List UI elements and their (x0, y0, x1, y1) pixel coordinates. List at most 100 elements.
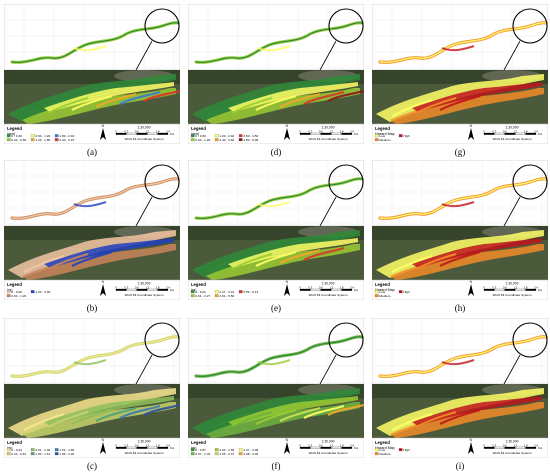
legend-swatch (398, 134, 403, 138)
crs-label: WGS 84 Coordinate System (309, 451, 348, 455)
zoom-circle (144, 322, 180, 358)
legend-item-label: 1.51 - 1.86 (59, 448, 74, 452)
scale-bar-segment (157, 132, 169, 135)
scale-bar-segment (341, 446, 353, 449)
scale-bar-segment (525, 288, 537, 291)
north-arrow-icon (284, 128, 290, 140)
scale-tick-label: 1.8 (156, 443, 160, 447)
legend-swatch (6, 448, 11, 452)
legend-item-label: 0.60 - 1.20 (11, 294, 26, 298)
map-panel: Legend (m) 0 - 0.57 0.57 - 1.04 1.04 - 1.55 1… (188, 318, 364, 458)
north-arrow-icon (468, 128, 474, 140)
legend-item-label: Low (379, 134, 385, 138)
legend-item-label: 0.61 - 1.00 (35, 448, 50, 452)
scale-tick-label: 1.8 (340, 443, 344, 447)
flood-class-streak (207, 98, 249, 117)
flood-class-streak (255, 250, 297, 267)
flood-class-streak (143, 403, 180, 416)
legend-swatch (6, 452, 11, 456)
scale-ratio: 1:30,000 (138, 282, 151, 286)
legend-item-label: 3.08 - 4.03 (243, 452, 258, 456)
legend-swatch (374, 134, 379, 138)
map-svg: Legend(m) 0 - 0.600.60 - 1.20 1.20 - 3.30 N… (4, 160, 180, 300)
map-panel: Legend Hazard Map Low Medium High N 1:30,000 0 0… (372, 318, 548, 458)
zoom-leader-line (319, 40, 337, 71)
scale-unit: Km (170, 132, 175, 136)
legend-unit: (m/s) (191, 132, 199, 136)
river-branch (441, 45, 475, 52)
north-label: N (286, 438, 289, 442)
legend-swatch (374, 138, 379, 142)
legend-unit: (m/s) (7, 132, 15, 136)
legend-item-label: 0 - 0.61 (195, 290, 206, 294)
legend-item-label: 0.60 - 1.20 (195, 138, 210, 142)
zoom-circle (144, 8, 180, 44)
scale-tick-label: 2.4 (166, 285, 170, 289)
river-branch (257, 45, 291, 52)
scale-tick-label: 1.8 (156, 129, 160, 133)
river-branch (73, 201, 107, 208)
flood-class-streak (119, 404, 161, 419)
scale-tick-label: 0.6 (503, 285, 507, 289)
scale-tick-label: 1.2 (513, 443, 517, 447)
river-branch (257, 201, 291, 208)
scale-tick-label: 0.6 (135, 285, 139, 289)
scale-ratio: 1:30,000 (322, 126, 335, 130)
scale-tick-label: 0 (115, 129, 117, 133)
scale-tick-label: 1.8 (524, 443, 528, 447)
legend-item-label: 1.80 - 2.40 (59, 134, 74, 138)
panel-caption: (f) (271, 461, 281, 471)
flood-class-streak (231, 410, 273, 428)
map-svg: Legend(m) 0 - 0.240.24 - 0.610.61 - 1.001… (4, 318, 180, 458)
flood-class-streak (95, 92, 137, 108)
zoom-leader-line (503, 40, 521, 71)
scale-tick-label: 0.6 (503, 443, 507, 447)
legend-item-label: High (403, 448, 410, 452)
flood-class-streak (23, 98, 65, 117)
flood-class-streak (279, 248, 321, 264)
legend-item-label: 1.55 - 2.37 (219, 452, 234, 456)
scale-tick-label: 0.3 (493, 285, 497, 289)
legend-item-label: 0 - 0.24 (11, 448, 22, 452)
scale-unit: Km (354, 132, 359, 136)
panel-caption: (c) (87, 461, 97, 471)
flood-class-streak (439, 408, 481, 425)
scale-ratio: 1:30,000 (138, 126, 151, 130)
north-label: N (102, 438, 105, 442)
north-label: N (102, 124, 105, 128)
legend-strip (188, 437, 364, 458)
legend-item-label: Low (379, 290, 385, 294)
zoom-circle (512, 322, 548, 358)
scale-tick-label: 2.4 (534, 285, 538, 289)
legend-item-label: 0 - 0.60 (11, 290, 22, 294)
scale-tick-label: 0.3 (125, 285, 129, 289)
scale-bar-segment (157, 446, 169, 449)
flood-extent-band (228, 82, 358, 112)
zoom-leader-line (503, 196, 521, 227)
legend-unit: (m) (7, 288, 12, 292)
scale-tick-label: 1.2 (513, 129, 517, 133)
scale-tick-label: 1.8 (340, 129, 344, 133)
river-branch (73, 45, 107, 52)
scale-tick-label: 0.3 (309, 129, 313, 133)
legend-swatch (374, 290, 379, 294)
flood-class-streak (391, 98, 433, 117)
scale-tick-label: 0 (483, 285, 485, 289)
flood-extent-band (412, 238, 542, 268)
scale-tick-label: 0 (299, 129, 301, 133)
scale-tick-label: 2.4 (350, 285, 354, 289)
scale-tick-label: 0.6 (319, 285, 323, 289)
legend-swatch (30, 452, 35, 456)
scale-ratio: 1:30,000 (506, 126, 519, 130)
scale-tick-label: 1.8 (524, 285, 528, 289)
legend-item-label: 1.20 - 1.80 (35, 138, 50, 142)
panel-caption: (g) (454, 147, 466, 157)
legend-swatch (190, 290, 195, 294)
zoom-leader-line (319, 196, 337, 227)
scale-tick-label: 1.2 (513, 285, 517, 289)
scale-unit: Km (538, 132, 543, 136)
scale-unit: Km (170, 288, 175, 292)
